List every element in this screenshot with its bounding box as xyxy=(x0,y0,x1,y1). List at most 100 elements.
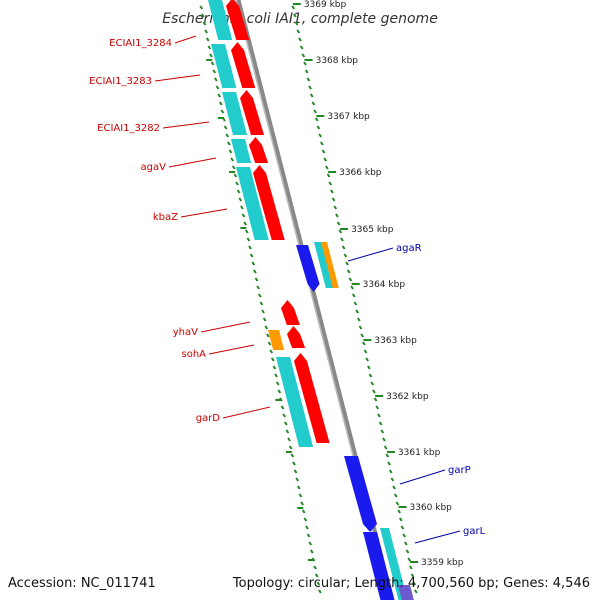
cds-minus-block xyxy=(231,42,256,88)
inner-tick xyxy=(277,389,282,394)
tick-label: 3361 kbp xyxy=(398,448,441,458)
minor-tick xyxy=(377,413,381,418)
minor-tick xyxy=(380,429,385,434)
minor-tick xyxy=(358,325,363,330)
summary-text: Topology: circular; Length: 4,700,560 bp… xyxy=(232,576,590,591)
inner-tick xyxy=(293,469,298,474)
gene-feature-block xyxy=(231,139,252,163)
minor-tick xyxy=(367,365,371,370)
inner-tick xyxy=(238,197,243,202)
minor-tick xyxy=(318,133,322,138)
minor-tick xyxy=(407,557,412,562)
inner-tick xyxy=(228,149,233,154)
inner-tick xyxy=(266,333,270,338)
label-leader-line xyxy=(399,469,446,485)
gene-feature-block xyxy=(211,44,237,88)
gene-label: garL xyxy=(463,526,486,537)
minor-tick xyxy=(299,45,304,50)
inner-tick xyxy=(246,237,251,242)
minor-tick xyxy=(336,221,341,226)
minor-tick xyxy=(333,205,338,210)
gene-feature-block xyxy=(222,92,248,135)
tick-label: 3365 kbp xyxy=(351,225,394,235)
minor-tick xyxy=(400,525,405,530)
gene-label: garP xyxy=(448,465,471,476)
minor-tick xyxy=(291,5,296,10)
minor-tick xyxy=(341,245,346,250)
minor-tick xyxy=(412,581,417,586)
gene-label: ECIAI1_3284 xyxy=(109,38,172,49)
inner-tick xyxy=(306,533,311,538)
minor-tick xyxy=(410,573,415,578)
inner-tick xyxy=(253,269,257,274)
minor-tick xyxy=(353,301,358,306)
inner-tick xyxy=(267,341,272,346)
minor-tick xyxy=(335,213,339,218)
minor-tick xyxy=(306,77,311,82)
gene-feature-block xyxy=(208,0,233,40)
inner-tick xyxy=(223,125,228,130)
gene-label: ECIAI1_3283 xyxy=(89,76,152,87)
map-title: Escherichia coli IAI1, complete genome xyxy=(162,11,438,27)
inner-tick xyxy=(209,53,213,58)
minor-tick xyxy=(392,485,396,490)
label-leader-line xyxy=(414,530,461,544)
minor-tick xyxy=(378,421,383,426)
cds-minus-block xyxy=(226,0,250,40)
cds-minus-block xyxy=(249,137,269,163)
inner-tick xyxy=(256,285,260,290)
inner-tick xyxy=(230,157,234,162)
inner-tick xyxy=(295,477,300,482)
minor-tick xyxy=(331,197,336,202)
gene-label: agaR xyxy=(396,243,422,254)
minor-tick xyxy=(313,109,317,114)
inner-tick xyxy=(249,253,254,258)
inner-tick xyxy=(285,429,290,434)
inner-tick xyxy=(270,357,275,362)
minor-tick xyxy=(409,565,413,570)
minor-tick xyxy=(348,277,353,282)
inner-tick xyxy=(205,37,210,42)
inner-tick xyxy=(235,181,239,186)
label-leader-line xyxy=(174,35,197,44)
minor-tick xyxy=(388,469,393,474)
inner-tick xyxy=(269,349,273,354)
tick-label: 3367 kbp xyxy=(327,112,370,122)
minor-tick xyxy=(296,29,301,34)
minor-tick xyxy=(397,509,401,514)
minor-tick xyxy=(382,437,386,442)
minor-tick xyxy=(356,317,361,322)
inner-tick xyxy=(264,325,269,330)
inner-tick xyxy=(257,293,262,298)
minor-tick xyxy=(294,21,299,26)
minor-tick xyxy=(383,445,388,450)
label-leader-line xyxy=(200,321,251,333)
label-leader-line xyxy=(162,121,210,129)
inner-tick xyxy=(254,277,259,282)
tick-label: 3359 kbp xyxy=(421,558,464,568)
inner-tick xyxy=(283,421,288,426)
gene-label: sohA xyxy=(181,349,206,360)
inner-tick xyxy=(218,101,223,106)
cds-minus-block xyxy=(281,300,300,325)
inner-tick xyxy=(261,309,265,314)
inner-tick xyxy=(316,581,321,586)
gene-label: kbaZ xyxy=(153,212,178,223)
inner-tick xyxy=(204,29,208,34)
inner-tick xyxy=(272,365,277,370)
gene-feature-block xyxy=(236,167,269,240)
short-feature-block xyxy=(321,242,339,288)
minor-tick xyxy=(340,237,344,242)
inner-tick xyxy=(212,69,217,74)
short-feature-block xyxy=(268,330,285,350)
minor-tick xyxy=(360,333,364,338)
gene-feature-block xyxy=(314,242,334,288)
gene-label: yhaV xyxy=(173,327,198,338)
tick-label: 3369 kbp xyxy=(304,0,347,10)
accession-text: Accession: NC_011741 xyxy=(8,576,156,591)
inner-tick xyxy=(280,405,285,410)
inner-tick xyxy=(298,493,303,498)
gene-feature-block xyxy=(380,528,408,600)
inner-tick xyxy=(202,21,207,26)
minor-tick xyxy=(361,341,366,346)
